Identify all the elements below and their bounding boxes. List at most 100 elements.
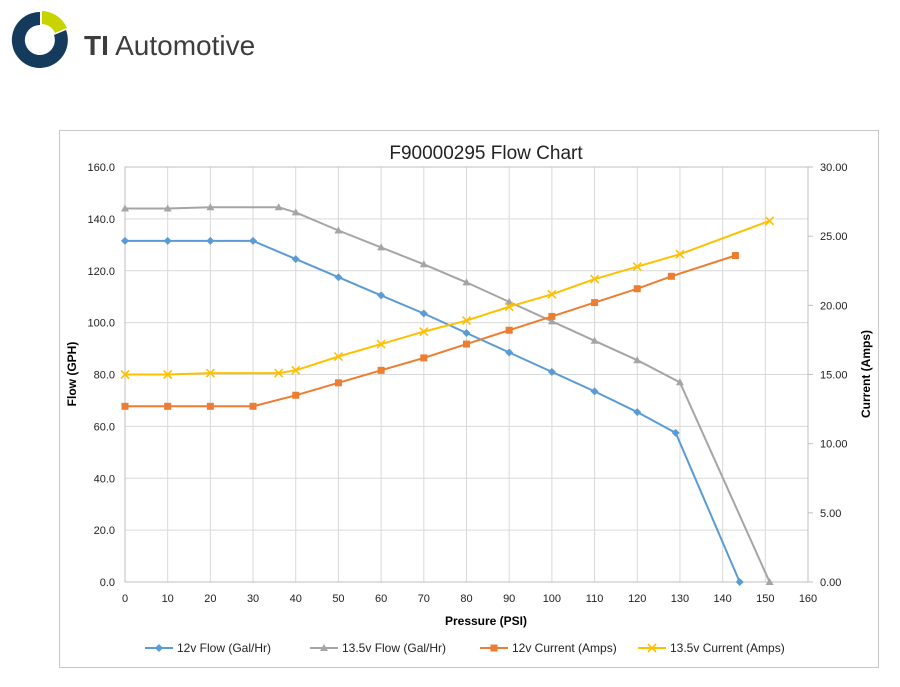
data-point <box>547 367 556 376</box>
data-point <box>163 369 173 380</box>
x-tick-label: 0 <box>122 593 128 605</box>
legend-marker <box>320 644 328 651</box>
series-line <box>125 219 770 376</box>
data-point <box>547 289 557 299</box>
data-point <box>419 309 428 318</box>
x-tick-label: 90 <box>503 593 515 605</box>
legend-item: 12v Current (Amps) <box>480 641 617 655</box>
y-tick-label: 40.0 <box>94 473 115 485</box>
data-point <box>505 348 514 357</box>
brand-name-bold: TI <box>84 30 109 61</box>
data-point <box>334 226 343 234</box>
data-point <box>120 369 130 380</box>
data-point <box>505 297 514 305</box>
legend-label: 13.5v Current (Amps) <box>670 641 785 655</box>
legend-label: 13.5v Flow (Gal/Hr) <box>342 641 446 655</box>
data-point <box>591 299 599 307</box>
series-4 <box>120 216 775 380</box>
data-point <box>334 273 343 282</box>
y2-tick-label: 15.00 <box>820 370 848 382</box>
y-tick-label: 100.0 <box>87 318 115 330</box>
data-point <box>589 274 600 284</box>
data-point <box>633 356 642 364</box>
data-point <box>667 272 675 280</box>
data-point <box>274 368 284 378</box>
data-point <box>377 243 386 251</box>
ti-automotive-ring-logo-icon <box>11 11 68 68</box>
data-point <box>121 204 129 212</box>
data-point <box>291 208 300 216</box>
legend-item: 12v Flow (Gal/Hr) <box>145 641 271 655</box>
y-tick-label: 0.0 <box>100 577 115 589</box>
y2-tick-label: 20.00 <box>820 300 848 312</box>
x-tick-label: 50 <box>332 593 344 605</box>
data-point <box>206 402 214 410</box>
data-point <box>206 203 215 211</box>
flow-chart: F90000295 Flow Chart 0 10 20 30 40 50 60 70 80 90… <box>65 143 873 655</box>
y-tick-label: 20.0 <box>94 525 115 537</box>
y-axis-ticks: 0.0 20.0 40.0 60.0 80.0 100.0 120.0 140.0 160.0 <box>87 162 115 589</box>
y2-axis-ticks: 0.00 5.00 10.00 15.00 20.00 25.00 30.00 <box>808 162 848 589</box>
series-2 <box>121 203 774 585</box>
x-axis-ticks: 0 10 20 30 40 50 60 70 80 90 100 110 120 130 140 150 160 <box>122 593 817 605</box>
data-point <box>735 578 744 586</box>
legend-marker <box>490 644 498 652</box>
data-point <box>163 236 172 245</box>
x-tick-label: 80 <box>460 593 472 605</box>
y2-tick-label: 0.00 <box>820 577 841 589</box>
data-point <box>249 402 257 410</box>
y-tick-label: 160.0 <box>87 162 115 174</box>
y-tick-label: 140.0 <box>87 214 115 226</box>
data-point <box>377 291 386 300</box>
chart-frame: F90000295 Flow Chart 0 10 20 30 40 50 60 70 80 90… <box>59 130 879 668</box>
brand-name: TI Automotive <box>84 30 255 62</box>
x-tick-label: 20 <box>204 593 216 605</box>
data-point <box>504 302 514 312</box>
data-point <box>671 428 680 437</box>
chart-legend: 12v Flow (Gal/Hr) 13.5v Flow (Gal/Hr) 12v … <box>145 641 785 655</box>
data-point <box>333 351 344 362</box>
data-point <box>633 285 641 293</box>
data-point <box>291 255 300 264</box>
y2-axis-label: Current (Amps) <box>859 330 873 418</box>
data-point <box>419 260 428 268</box>
data-point <box>334 379 342 387</box>
data-point <box>462 278 471 286</box>
x-tick-label: 140 <box>713 593 731 605</box>
data-point <box>632 262 642 272</box>
legend-marker <box>155 644 163 652</box>
chart-series <box>120 203 775 586</box>
data-point <box>419 327 429 337</box>
data-point <box>121 236 129 245</box>
x-tick-label: 150 <box>756 593 774 605</box>
data-point <box>121 402 129 410</box>
y-tick-label: 60.0 <box>94 421 115 433</box>
y2-tick-label: 5.00 <box>820 508 841 520</box>
series-line <box>125 206 771 583</box>
series-line <box>125 239 741 583</box>
x-tick-label: 110 <box>586 593 604 605</box>
data-point <box>420 354 428 362</box>
data-point <box>675 378 684 386</box>
data-point <box>205 368 215 378</box>
y2-tick-label: 30.00 <box>820 162 848 174</box>
data-point <box>675 249 685 259</box>
legend-label: 12v Current (Amps) <box>512 641 617 655</box>
brand-logo: TI Automotive <box>8 8 288 72</box>
data-point <box>731 252 739 260</box>
data-point <box>377 366 385 374</box>
brand-name-rest: Automotive <box>108 30 256 61</box>
y-tick-label: 120.0 <box>87 266 115 278</box>
x-tick-label: 160 <box>799 593 817 605</box>
x-tick-label: 10 <box>162 593 174 605</box>
y-axis-label: Flow (GPH) <box>65 342 79 407</box>
x-tick-label: 100 <box>543 593 561 605</box>
x-axis-label: Pressure (PSI) <box>445 614 527 628</box>
legend-marker <box>647 643 657 653</box>
data-point <box>376 339 386 349</box>
legend-item: 13.5v Current (Amps) <box>638 641 785 655</box>
data-point <box>163 204 172 212</box>
data-point <box>505 326 513 334</box>
legend-label: 12v Flow (Gal/Hr) <box>177 641 271 655</box>
x-tick-label: 130 <box>671 593 689 605</box>
